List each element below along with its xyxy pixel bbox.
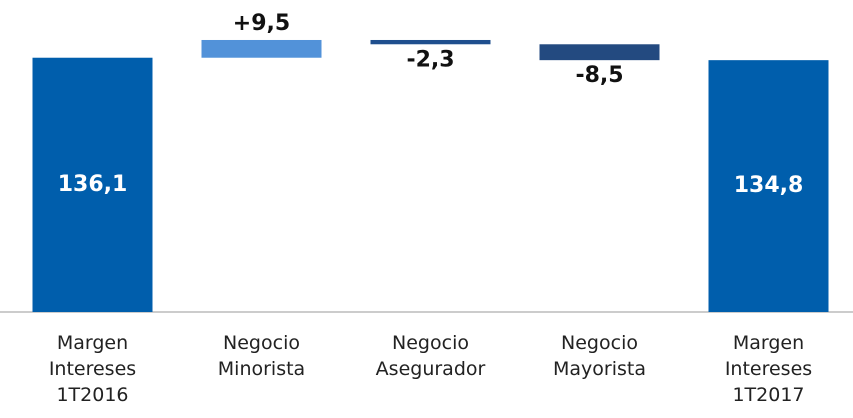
bar bbox=[32, 57, 153, 312]
bar bbox=[708, 60, 829, 313]
x-tick-label: Negocio Mayorista bbox=[553, 332, 646, 380]
value-label: +9,5 bbox=[233, 11, 290, 36]
x-tick-label: Negocio Asegurador bbox=[375, 332, 486, 380]
bar bbox=[370, 39, 491, 45]
x-tick-label: Margen Intereses 1T2016 bbox=[48, 332, 137, 406]
x-tick-label: Margen Intereses 1T2017 bbox=[724, 332, 813, 406]
x-tick-label: Negocio Minorista bbox=[217, 332, 306, 380]
bar bbox=[201, 39, 322, 58]
value-label: 134,8 bbox=[734, 173, 804, 198]
value-label: 136,1 bbox=[58, 172, 128, 197]
value-label: -8,5 bbox=[575, 63, 623, 88]
bar bbox=[539, 44, 660, 61]
value-label: -2,3 bbox=[406, 47, 454, 72]
